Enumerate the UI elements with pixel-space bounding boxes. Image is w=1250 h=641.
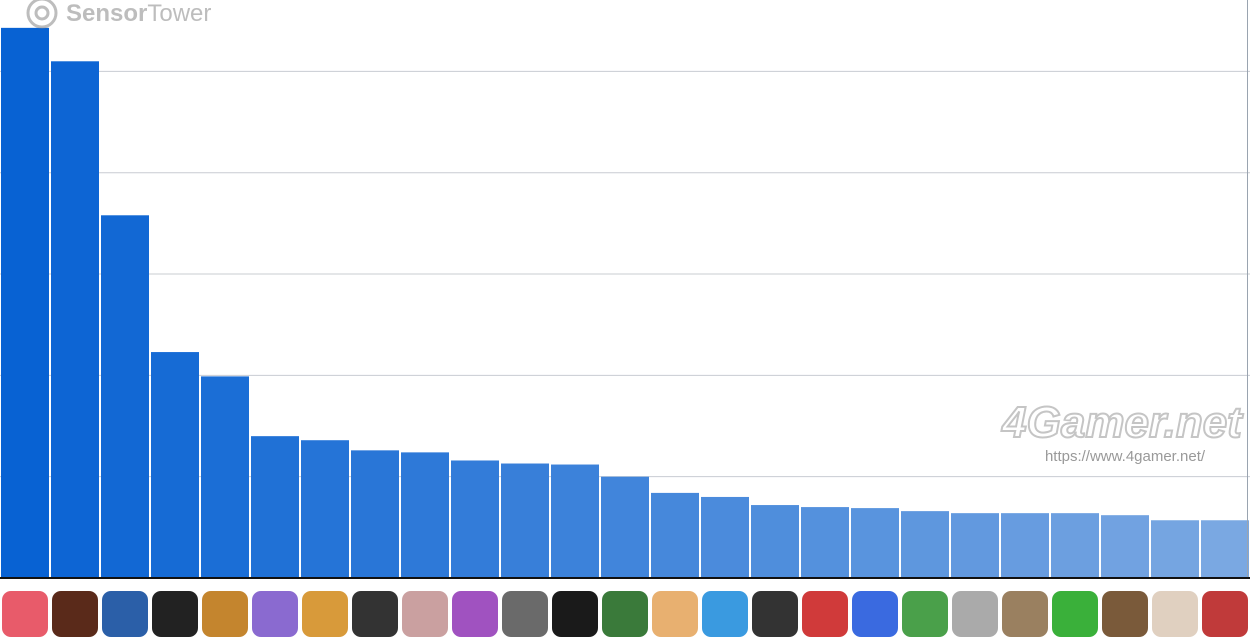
app-icon — [302, 591, 348, 637]
logo-light: Tower — [147, 0, 211, 27]
bar — [901, 511, 949, 578]
app-icon — [752, 591, 798, 637]
app-icon — [802, 591, 848, 637]
app-icon — [1002, 591, 1048, 637]
bar — [401, 452, 449, 578]
bar — [1001, 513, 1049, 578]
app-icon — [1202, 591, 1248, 637]
bar — [151, 352, 199, 578]
plot-area — [0, 27, 1250, 579]
app-icon — [652, 591, 698, 637]
bar — [1101, 515, 1149, 578]
logo-icon — [26, 0, 58, 29]
app-icon — [352, 591, 398, 637]
app-icon — [502, 591, 548, 637]
bar — [1201, 520, 1249, 578]
app-icon — [702, 591, 748, 637]
bar — [351, 450, 399, 578]
bar — [951, 513, 999, 578]
url-watermark: https://www.4gamer.net/ — [1045, 448, 1206, 465]
app-icon — [952, 591, 998, 637]
bar — [801, 507, 849, 578]
app-icon — [2, 591, 48, 637]
bar — [101, 215, 149, 578]
bar — [301, 440, 349, 578]
app-icon — [402, 591, 448, 637]
logo-icon — [34, 5, 50, 21]
app-icon — [602, 591, 648, 637]
bar — [851, 508, 899, 578]
app-icon — [1102, 591, 1148, 637]
site-watermark: 4Gamer.net — [1001, 398, 1244, 447]
bar — [1, 27, 49, 578]
bar — [601, 476, 649, 578]
bar — [551, 464, 599, 578]
bar — [51, 61, 99, 578]
app-icon — [152, 591, 198, 637]
bar — [501, 463, 549, 578]
bar — [701, 496, 749, 578]
app-icon — [1152, 591, 1198, 637]
app-icon — [102, 591, 148, 637]
bar — [1151, 520, 1199, 578]
sensortower-logo: SensorTower — [26, 0, 211, 29]
logo-text: SensorTower — [66, 0, 211, 27]
app-icon — [452, 591, 498, 637]
bar — [751, 505, 799, 578]
app-icon — [52, 591, 98, 637]
app-icon — [552, 591, 598, 637]
logo-bold: Sensor — [66, 0, 147, 27]
bar — [451, 460, 499, 578]
app-icon — [902, 591, 948, 637]
bar — [251, 436, 299, 578]
bar — [201, 376, 249, 578]
bar — [651, 492, 699, 578]
app-icon — [252, 591, 298, 637]
app-icon — [202, 591, 248, 637]
app-icon — [1052, 591, 1098, 637]
app-icon — [852, 591, 898, 637]
bar — [1051, 513, 1099, 578]
